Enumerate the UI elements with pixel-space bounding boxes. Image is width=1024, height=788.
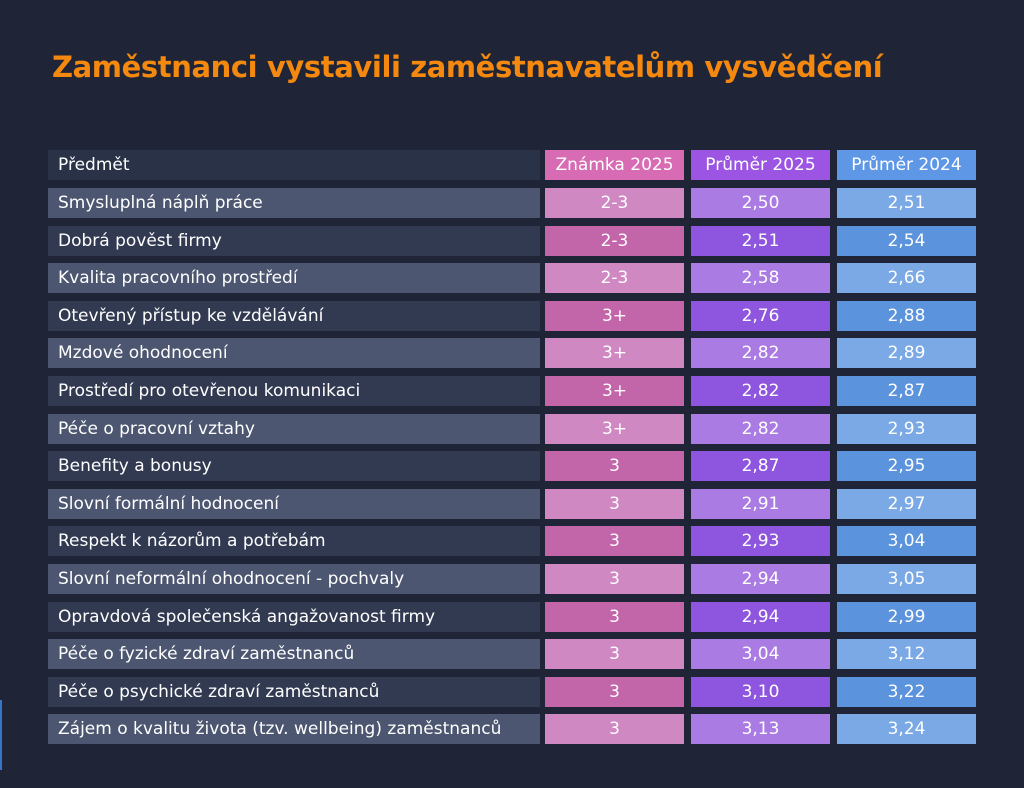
subject-cell: Slovní formální hodnocení — [48, 489, 540, 519]
subject-cell: Dobrá pověst firmy — [48, 226, 540, 256]
edge-decoration — [0, 700, 2, 770]
average-2024-cell: 3,12 — [837, 639, 976, 669]
subject-cell: Benefity a bonusy — [48, 451, 540, 481]
grade-2025-cell: 2-3 — [545, 263, 684, 293]
grade-2025-cell: 2-3 — [545, 226, 684, 256]
grade-2025-cell: 3 — [545, 451, 684, 481]
average-2024-cell: 2,89 — [837, 338, 976, 368]
grade-2025-cell: 3 — [545, 602, 684, 632]
grade-2025-cell: 2-3 — [545, 188, 684, 218]
header-subject: Předmět — [48, 150, 540, 180]
average-2025-cell: 2,91 — [691, 489, 830, 519]
average-2025-cell: 3,04 — [691, 639, 830, 669]
grade-2025-cell: 3+ — [545, 338, 684, 368]
subject-cell: Mzdové ohodnocení — [48, 338, 540, 368]
average-2025-cell: 2,93 — [691, 526, 830, 556]
average-2025-cell: 3,10 — [691, 677, 830, 707]
average-2025-cell: 2,94 — [691, 602, 830, 632]
subject-cell: Zájem o kvalitu života (tzv. wellbeing) … — [48, 714, 540, 744]
subject-cell: Péče o pracovní vztahy — [48, 414, 540, 444]
average-2024-cell: 2,93 — [837, 414, 976, 444]
grade-2025-cell: 3 — [545, 714, 684, 744]
average-2025-cell: 3,13 — [691, 714, 830, 744]
grade-2025-cell: 3+ — [545, 414, 684, 444]
subject-cell: Péče o fyzické zdraví zaměstnanců — [48, 639, 540, 669]
average-2025-cell: 2,76 — [691, 301, 830, 331]
average-2024-cell: 2,97 — [837, 489, 976, 519]
grade-2025-cell: 3 — [545, 489, 684, 519]
grade-2025-cell: 3+ — [545, 301, 684, 331]
header-average-2025: Průměr 2025 — [691, 150, 830, 180]
subject-cell: Smysluplná náplň práce — [48, 188, 540, 218]
grade-2025-cell: 3 — [545, 677, 684, 707]
average-2024-cell: 3,22 — [837, 677, 976, 707]
average-2025-cell: 2,94 — [691, 564, 830, 594]
average-2025-cell: 2,51 — [691, 226, 830, 256]
grade-2025-cell: 3 — [545, 639, 684, 669]
grade-2025-cell: 3 — [545, 526, 684, 556]
grade-2025-cell: 3+ — [545, 376, 684, 406]
page-title: Zaměstnanci vystavili zaměstnavatelům vy… — [52, 50, 883, 84]
subject-cell: Opravdová společenská angažovanost firmy — [48, 602, 540, 632]
subject-cell: Respekt k názorům a potřebám — [48, 526, 540, 556]
average-2025-cell: 2,82 — [691, 414, 830, 444]
average-2024-cell: 2,87 — [837, 376, 976, 406]
average-2024-cell: 2,99 — [837, 602, 976, 632]
header-grade-2025: Známka 2025 — [545, 150, 684, 180]
subject-cell: Slovní neformální ohodnocení - pochvaly — [48, 564, 540, 594]
average-2025-cell: 2,50 — [691, 188, 830, 218]
subject-cell: Otevřený přístup ke vzdělávání — [48, 301, 540, 331]
subject-cell: Kvalita pracovního prostředí — [48, 263, 540, 293]
average-2025-cell: 2,82 — [691, 376, 830, 406]
average-2025-cell: 2,87 — [691, 451, 830, 481]
average-2024-cell: 2,88 — [837, 301, 976, 331]
average-2025-cell: 2,58 — [691, 263, 830, 293]
subject-cell: Péče o psychické zdraví zaměstnanců — [48, 677, 540, 707]
header-average-2024: Průměr 2024 — [837, 150, 976, 180]
average-2024-cell: 2,66 — [837, 263, 976, 293]
average-2024-cell: 2,51 — [837, 188, 976, 218]
average-2024-cell: 2,54 — [837, 226, 976, 256]
average-2024-cell: 2,95 — [837, 451, 976, 481]
average-2024-cell: 3,05 — [837, 564, 976, 594]
average-2024-cell: 3,24 — [837, 714, 976, 744]
average-2025-cell: 2,82 — [691, 338, 830, 368]
grade-2025-cell: 3 — [545, 564, 684, 594]
subject-cell: Prostředí pro otevřenou komunikaci — [48, 376, 540, 406]
average-2024-cell: 3,04 — [837, 526, 976, 556]
